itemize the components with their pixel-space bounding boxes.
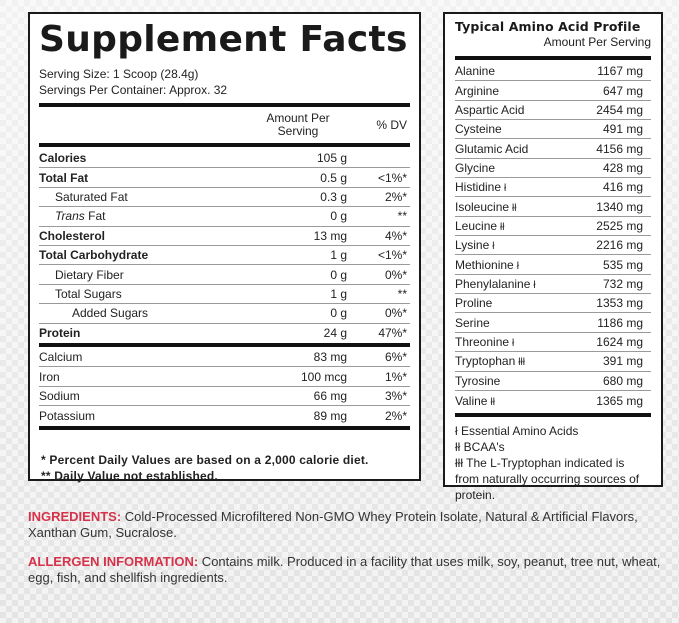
serving-size: Serving Size: 1 Scoop (28.4g): [39, 67, 199, 81]
divider-thick: [39, 425, 410, 430]
nutrient-row-protein: Protein 24 g 47%*: [39, 326, 407, 341]
amino-profile-title: Typical Amino Acid Profile: [455, 19, 641, 34]
amount-per-serving-header: Amount Per Serving: [266, 111, 330, 138]
nutrient-row-total-sugars: Total Sugars 1 g **: [39, 285, 410, 305]
amino-row-threonine: Threonine ł 1624 mg: [455, 333, 651, 353]
amino-legend: ł Essential Amino Acids łł BCAA's łłł Th…: [455, 423, 651, 503]
nutrient-row-calories: Calories 105 g: [39, 149, 410, 169]
ingredients-text: Cold-Processed Microfiltered Non-GMO Whe…: [28, 509, 638, 540]
nutrient-row-total-fat: Total Fat 0.5 g <1%*: [39, 168, 410, 188]
mineral-row-iron: Iron 100 mcg 1%*: [39, 367, 410, 387]
amino-acid-list: Alanine 1167 mg Arginine 647 mg Aspartic A…: [455, 60, 651, 410]
amino-row-proline: Proline 1353 mg: [455, 294, 651, 314]
mineral-row-sodium: Sodium 66 mg 3%*: [39, 387, 410, 407]
ingredients-statement: INGREDIENTS: Cold-Processed Microfiltere…: [28, 509, 668, 541]
supplement-facts-title: Supplement Facts: [39, 19, 408, 60]
amino-row-aspartic-acid: Aspartic Acid 2454 mg: [455, 101, 651, 121]
amino-row-phenylalanine: Phenylalanine ł 732 mg: [455, 275, 651, 295]
column-header: Amount Per Serving % DV: [39, 107, 410, 143]
amino-row-leucine: Leucine łł 2525 mg: [455, 217, 651, 237]
nutrient-row-total-carbohydrate: Total Carbohydrate 1 g <1%*: [39, 246, 410, 266]
nutrient-list: Calories 105 g Total Fat 0.5 g <1%* Satu…: [39, 147, 410, 343]
amino-row-tryptophan: Tryptophan łłł 391 mg: [455, 352, 651, 372]
divider-thick: [455, 56, 651, 60]
amino-row-valine: Valine łł 1365 mg: [455, 393, 643, 408]
amino-row-methionine: Methionine ł 535 mg: [455, 255, 651, 275]
legend-bcaa: łł BCAA's: [455, 440, 505, 455]
footnote-percent-dv: * Percent Daily Values are based on a 2,…: [41, 452, 369, 467]
mineral-row-potassium: Potassium 89 mg 2%*: [39, 409, 407, 424]
footnote-dv-not-established: ** Daily Value not established.: [41, 468, 218, 483]
legend-tryptophan-note: łłł The L-Tryptophan indicated is from n…: [455, 456, 640, 503]
allergen-text: Contains milk. Produced in a facility th…: [28, 554, 661, 585]
nutrient-row-cholesterol: Cholesterol 13 mg 4%*: [39, 227, 410, 246]
divider-thick: [455, 413, 651, 418]
mineral-list: Calcium 83 mg 6%* Iron 100 mcg 1%* Sodiu…: [39, 347, 410, 426]
amino-row-lysine: Lysine ł 2216 mg: [455, 236, 651, 256]
daily-value-header: % DV: [376, 118, 407, 132]
amino-row-glutamic-acid: Glutamic Acid 4156 mg: [455, 139, 651, 159]
servings-per-container: Servings Per Container: Approx. 32: [39, 83, 228, 97]
amino-row-isoleucine: Isoleucine łł 1340 mg: [455, 197, 651, 217]
amino-row-histidine: Histidine ł 416 mg: [455, 178, 651, 198]
nutrient-row-trans-fat: Trans Fat 0 g **: [39, 207, 410, 227]
daily-value-footnotes: * Percent Daily Values are based on a 2,…: [39, 452, 410, 484]
mineral-row-calcium: Calcium 83 mg 6%*: [39, 348, 410, 368]
amino-row-serine: Serine 1186 mg: [455, 313, 651, 333]
amino-profile-subtitle: Amount Per Serving: [543, 35, 651, 49]
allergen-statement: ALLERGEN INFORMATION: Contains milk. Pro…: [28, 554, 668, 586]
amino-acid-profile-panel: Typical Amino Acid Profile Amount Per Se…: [443, 12, 663, 502]
amino-row-cysteine: Cysteine 491 mg: [455, 120, 651, 140]
supplement-facts-panel: Supplement Facts Serving Size: 1 Scoop (…: [28, 12, 421, 484]
divider-thick: [39, 342, 410, 347]
amino-row-tyrosine: Tyrosine 680 mg: [455, 372, 651, 391]
ingredients-label: INGREDIENTS:: [28, 509, 122, 524]
allergen-label: ALLERGEN INFORMATION:: [28, 554, 199, 569]
nutrient-row-dietary-fiber: Dietary Fiber 0 g 0%*: [39, 265, 410, 285]
nutrient-row-added-sugars: Added Sugars 0 g 0%*: [39, 304, 410, 324]
legend-essential-amino-acids: ł Essential Amino Acids: [455, 424, 579, 439]
amino-row-arginine: Arginine 647 mg: [455, 81, 651, 101]
divider-thick: [39, 143, 410, 147]
divider-thick: [39, 103, 410, 107]
amino-row-glycine: Glycine 428 mg: [455, 159, 651, 179]
amino-row-alanine: Alanine 1167 mg: [455, 62, 651, 82]
nutrient-row-saturated-fat: Saturated Fat 0.3 g 2%*: [39, 188, 410, 208]
